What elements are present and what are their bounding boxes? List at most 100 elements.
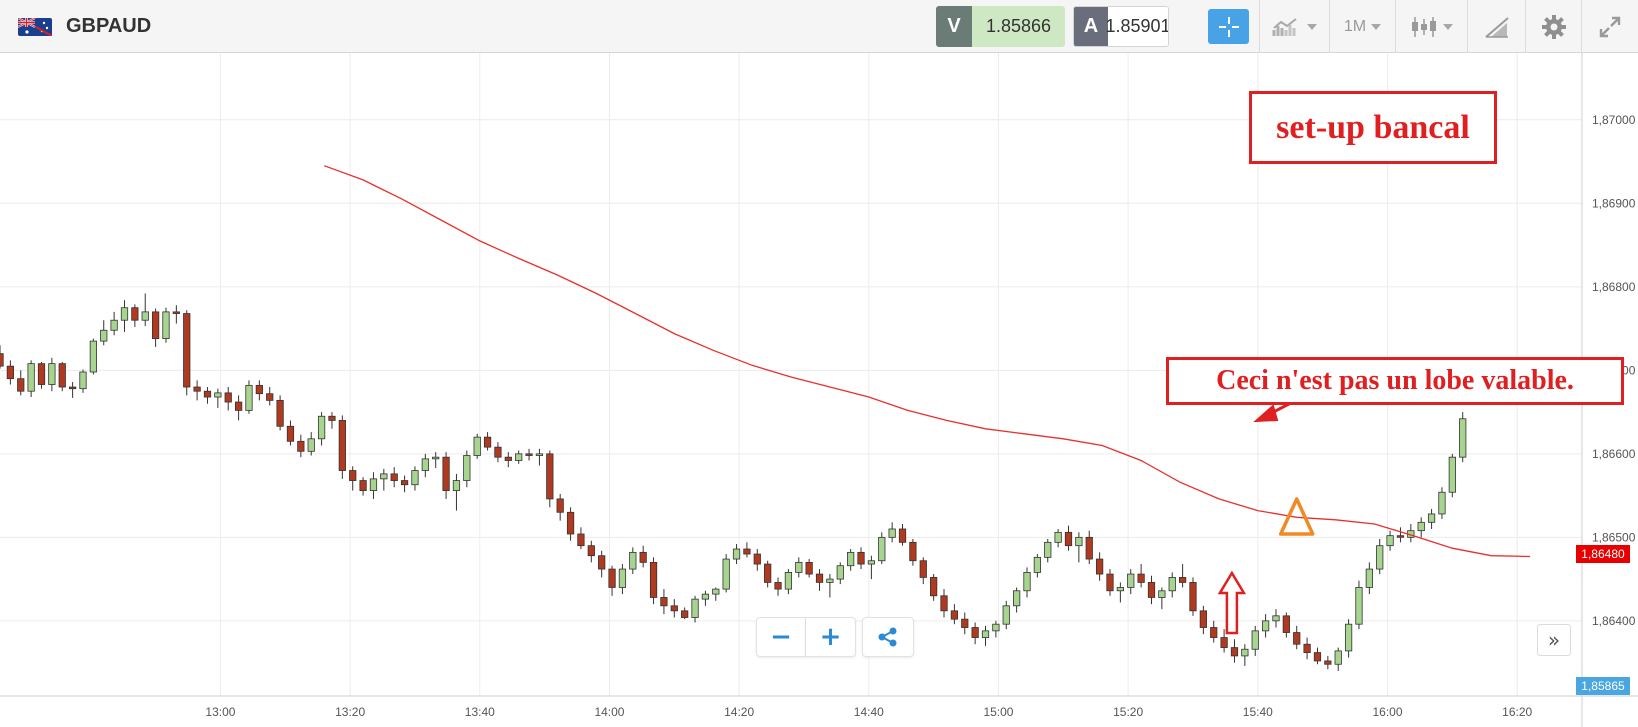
bull-candle-body [369,478,378,491]
candle [504,452,512,468]
candle [629,547,637,575]
candle [463,450,471,488]
candle [1313,647,1322,665]
bull-candle-body [463,455,471,481]
bull-candle-body [826,578,834,583]
sell-quote[interactable]: V 1.85866 [936,6,1065,47]
candle [940,589,948,618]
bear-candle-body [1210,627,1218,638]
bear-candle-body [1324,660,1332,665]
gb-au-flag-icon [18,18,52,36]
drawing-tools-button[interactable] [1467,0,1525,53]
candle [307,432,315,456]
candle [815,569,824,591]
bull-candle-body [1334,650,1342,665]
candle [722,554,730,593]
scroll-to-latest-button[interactable]: » [1537,624,1571,656]
zoom-out-button[interactable]: − [756,617,806,657]
bull-candle-body [722,558,730,590]
setup-title-text: set-up bancal [1276,108,1470,146]
bull-candle-body [245,384,253,411]
candle [1199,605,1207,635]
price-chart[interactable]: 1,870001,869001,868001,867001,866001,865… [0,53,1638,727]
bull-candle-body [1344,623,1353,652]
bear-candle-body [37,363,46,385]
candle [193,380,201,401]
setup-title-annotation: set-up bancal [1249,91,1497,164]
candle [1261,614,1270,638]
bull-candle-body [1261,620,1270,632]
candle [1106,569,1114,596]
candle [566,507,575,541]
bear-candle-body [69,386,77,390]
bull-candle-body [1438,491,1446,515]
indicators-button[interactable] [1259,0,1329,53]
timeframe-label: 1M [1343,17,1367,35]
candle [483,432,492,451]
candle [878,532,886,565]
bear-candle-body [930,577,938,597]
bear-candle-body [1303,643,1311,653]
bear-candle-body [1220,637,1228,648]
crosshair-button[interactable] [1208,9,1249,44]
candle [172,305,180,324]
candle [1241,644,1249,666]
bear-candle-body [193,386,201,392]
bull-candle-body [1459,418,1467,458]
bear-candle-body [743,548,751,555]
bull-candle-body [1158,590,1166,598]
candle [0,345,4,369]
gear-icon [1541,14,1566,39]
candle [245,380,253,414]
bear-candle-body [234,401,243,411]
bear-candle-body [815,573,824,583]
bull-candle-body [836,565,844,580]
bear-candle-body [587,545,595,557]
candle [1096,552,1104,581]
bull-candle-body [120,307,129,321]
zoom-in-button[interactable]: + [806,617,856,657]
candle [618,564,627,595]
bull-candle-body [89,340,97,373]
x-tick-label: 15:20 [1113,705,1143,719]
bull-candle-body [1241,648,1249,657]
bull-candle-body [162,311,170,339]
candle [743,542,751,558]
candle [69,382,77,398]
bear-candle-body [255,384,263,395]
candle [1023,567,1031,598]
bear-candle-body [203,390,212,398]
settings-button[interactable] [1525,0,1581,53]
bear-candle-body [1064,531,1073,547]
bull-candle-body [1168,577,1176,592]
candle [151,308,160,347]
candle [556,493,564,521]
bear-candle-body [494,446,502,458]
candle [400,475,409,493]
plus-icon: + [819,622,842,652]
bear-candle-body [338,420,346,471]
candle [649,557,658,605]
fullscreen-button[interactable] [1581,0,1638,53]
candle [369,472,378,499]
bull-candle-body [629,551,637,570]
bear-candle-body [17,378,25,392]
candle [37,361,46,389]
candle [961,612,969,635]
share-button[interactable] [862,617,914,657]
chart-type-button[interactable] [1395,0,1467,53]
candle [598,550,606,578]
candle [390,467,398,488]
sell-tag: V [936,6,972,47]
timeframe-button[interactable]: 1M [1329,0,1395,53]
candle [1189,577,1197,616]
buy-quote[interactable]: A 1.85901 [1073,6,1169,47]
bear-candle-body [131,307,139,321]
bear-candle-body [681,610,689,618]
bear-candle-body [276,399,284,427]
candle [1459,412,1467,463]
candle [992,620,1000,638]
x-tick-label: 16:20 [1502,705,1532,719]
bear-candle-body [483,436,492,448]
candle [691,595,699,623]
